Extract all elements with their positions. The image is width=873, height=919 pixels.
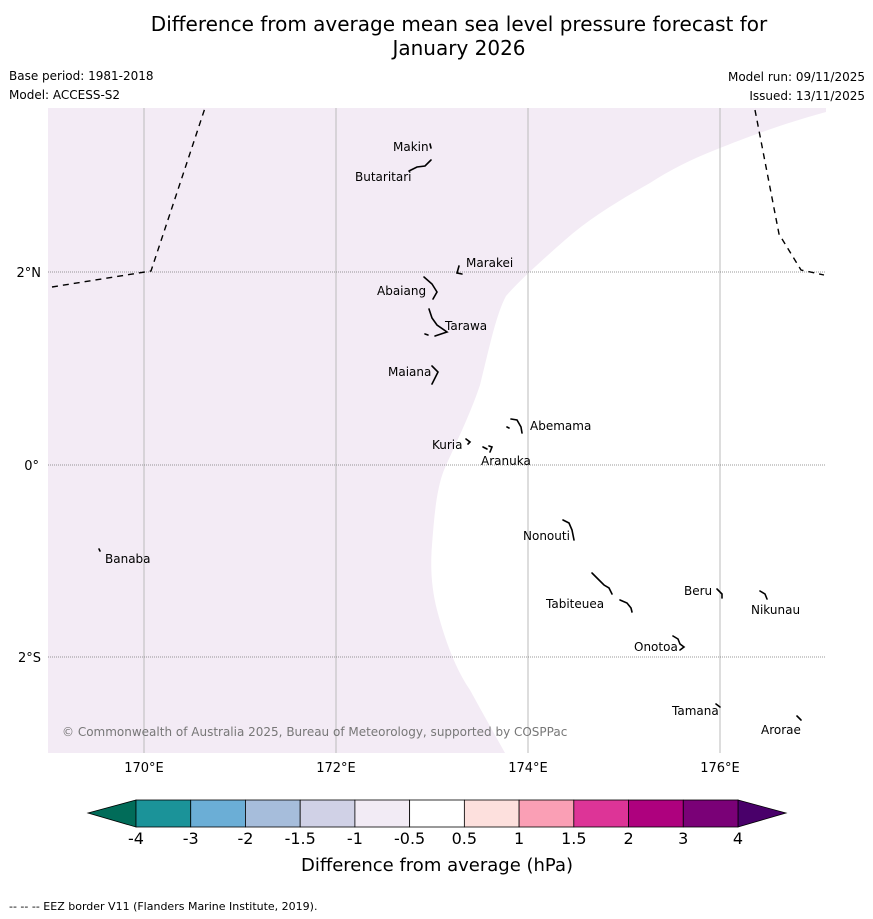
label-makin: Makin [393,140,429,154]
eez-borders [51,108,825,288]
island-shape-abaiang [423,276,438,300]
title-line-1: Difference from average mean sea level p… [150,12,768,36]
label-nikunau: Nikunau [751,603,800,617]
eez-border-west [51,108,206,288]
island-shape-banaba [98,548,101,552]
island-shape-aranuka [482,445,494,453]
colorbar-segment [573,799,629,828]
label-abaiang: Abaiang [377,284,426,298]
label-abemama: Abemama [530,419,591,433]
island-shape-abemama [506,418,523,434]
colorbar-tick-label: -1 [347,829,363,848]
island-shape-butaritari [408,159,432,172]
island-shape-onotoa [672,635,686,651]
colorbar-tick-label: 3 [678,829,688,848]
colorbar-segment [299,799,356,828]
lat-label-2n: 2°N [17,266,42,281]
eez-border-east [754,109,825,276]
colorbar-title: Difference from average (hPa) [301,855,573,876]
label-onotoa: Onotoa [634,640,678,654]
lat-label-0: 0° [24,459,39,474]
longitude-labels: 170°E 172°E 174°E 176°E [124,761,740,776]
island-shape-nonouti [562,519,575,541]
colorbar-segment [354,799,411,828]
colorbar-segment [682,799,739,828]
colorbar-segment [409,799,465,828]
colorbar-segment [518,799,575,828]
island-shape-kuria [465,438,472,445]
colorbar-segment [135,799,192,828]
graticule [143,108,721,753]
island-shape-marakei [455,265,463,275]
colorbar-tick-label: -4 [128,829,144,848]
base-period: Base period: 1981-2018 [9,69,154,83]
colorbar-tick-label: 1.5 [561,829,586,848]
colorbar-segments [135,799,739,828]
label-tamana: Tamana [671,704,719,718]
colorbar-tick-label: 1 [514,829,524,848]
colorbar-segment [628,799,684,828]
island-shape-tarawa [424,308,449,337]
colorbar-tick-label: -0.5 [394,829,425,848]
copyright-notice: © Commonwealth of Australia 2025, Bureau… [62,725,567,739]
island-shape-tamana [715,703,721,708]
label-kuria: Kuria [432,438,463,452]
colorbar-tick-labels: -4 -3 -2 -1.5 -1 -0.5 0.5 1 1.5 2 3 4 [128,829,743,848]
colorbar-segment [245,799,301,828]
lat-label-2s: 2°S [18,651,41,666]
colorbar-high-extension [737,799,788,828]
title-line-2: January 2026 [392,36,526,60]
colorbar-tick-label: 0.5 [452,829,477,848]
colorbar-tick-label: -1.5 [285,829,316,848]
issued-date: Issued: 13/11/2025 [749,89,865,103]
island-shape-nikunau [759,590,768,600]
colorbar-tick-label: 2 [623,829,633,848]
colorbar-tick-label: -3 [183,829,199,848]
latitude-labels: 2°N 0° 2°S [17,266,42,666]
lon-label-174e: 174°E [508,761,548,776]
eez-footnote: -- -- -- EEZ border V11 (Flanders Marine… [9,900,318,913]
island-shape-tabiteuea [591,572,633,613]
model-run: Model run: 09/11/2025 [727,70,865,84]
lon-label-170e: 170°E [124,761,164,776]
island-outlines [98,143,802,721]
colorbar-tick-label: 4 [733,829,743,848]
label-arorae: Arorae [761,723,801,737]
label-nonouti: Nonouti [523,529,570,543]
label-aranuka: Aranuka [481,454,531,468]
colorbar-segment [463,799,520,828]
colorbar-tick-label: -2 [237,829,253,848]
lon-label-172e: 172°E [316,761,356,776]
model-name: Model: ACCESS-S2 [9,88,121,102]
island-shape-makin [429,143,432,149]
parallels [48,271,826,658]
label-tarawa: Tarawa [444,319,487,333]
colorbar-segment [190,799,246,828]
colorbar-low-extension [86,799,137,828]
label-maiana: Maiana [388,365,431,379]
island-shape-arorae [796,715,802,721]
label-marakei: Marakei [466,256,513,270]
label-tabiteuea: Tabiteuea [545,597,604,611]
label-butaritari: Butaritari [355,170,412,184]
anomaly-region-0.5-to-1 [48,108,826,753]
label-beru: Beru [684,584,712,598]
island-labels: Makin Butaritari Marakei Abaiang Tarawa … [105,140,801,737]
lon-label-176e: 176°E [700,761,740,776]
map-title: Difference from average mean sea level p… [0,12,873,60]
label-banaba: Banaba [105,552,151,566]
map-panel: Makin Butaritari Marakei Abaiang Tarawa … [48,108,826,753]
island-shape-maiana [431,365,439,385]
colorbar-legend: -4 -3 -2 -1.5 -1 -0.5 0.5 1 1.5 2 3 4 Difference fr… [86,799,788,876]
island-shape-beru [716,588,723,599]
